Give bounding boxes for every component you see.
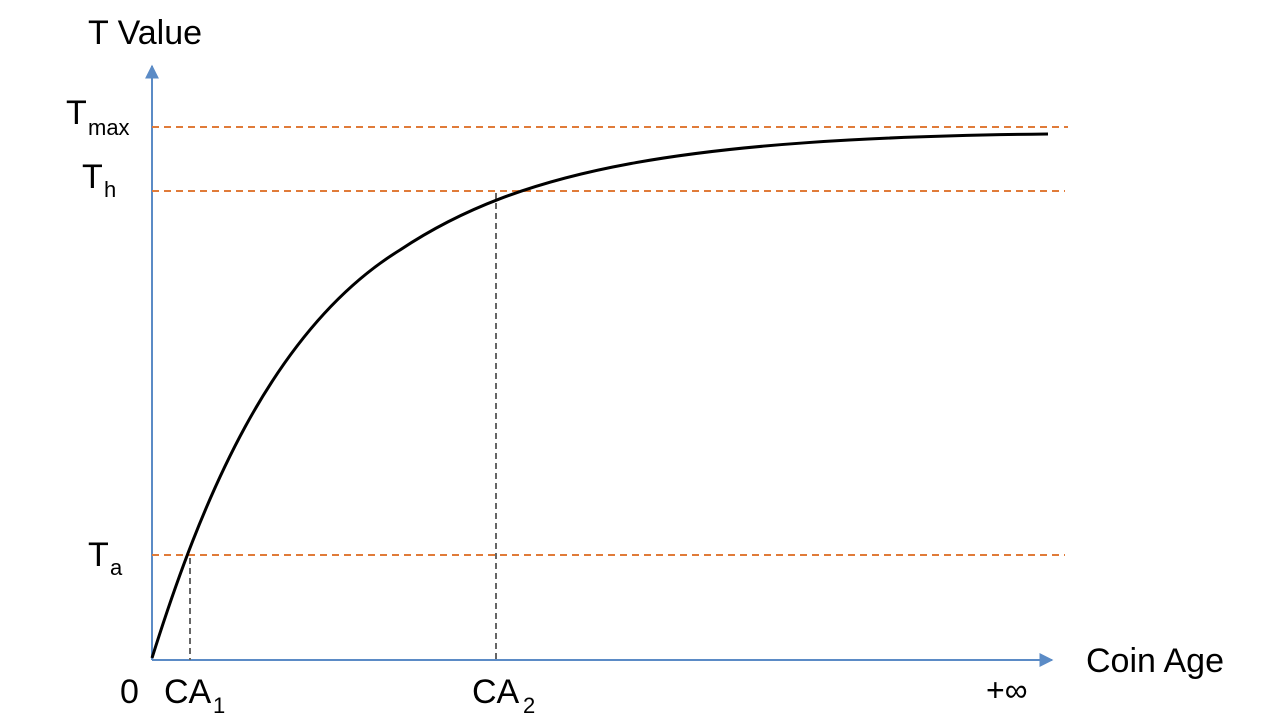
- ca1-label-sub: 1: [213, 693, 225, 718]
- th-label-sub: h: [104, 177, 116, 202]
- t-value-curve: [150, 132, 1049, 659]
- ca2-label-base: CA: [472, 673, 520, 711]
- ca1-label-base: CA: [164, 673, 212, 711]
- y-axis-label: T Value: [88, 14, 202, 52]
- ca2-label-sub: 2: [523, 693, 535, 718]
- ta-label-sub: a: [110, 555, 123, 580]
- ca1-label: CA 1: [164, 673, 225, 718]
- tmax-label-base: T: [66, 94, 86, 132]
- ta-label-base: T: [88, 536, 108, 574]
- ta-label: T a: [88, 536, 123, 580]
- tmax-label: T max: [66, 94, 130, 140]
- origin-label: 0: [120, 673, 139, 711]
- th-label-base: T: [82, 158, 102, 196]
- infinity-label: +∞: [986, 672, 1028, 708]
- tmax-label-sub: max: [88, 115, 130, 140]
- x-axis-label: Coin Age: [1086, 642, 1224, 680]
- ca2-label: CA 2: [472, 673, 535, 718]
- th-label: T h: [82, 158, 116, 202]
